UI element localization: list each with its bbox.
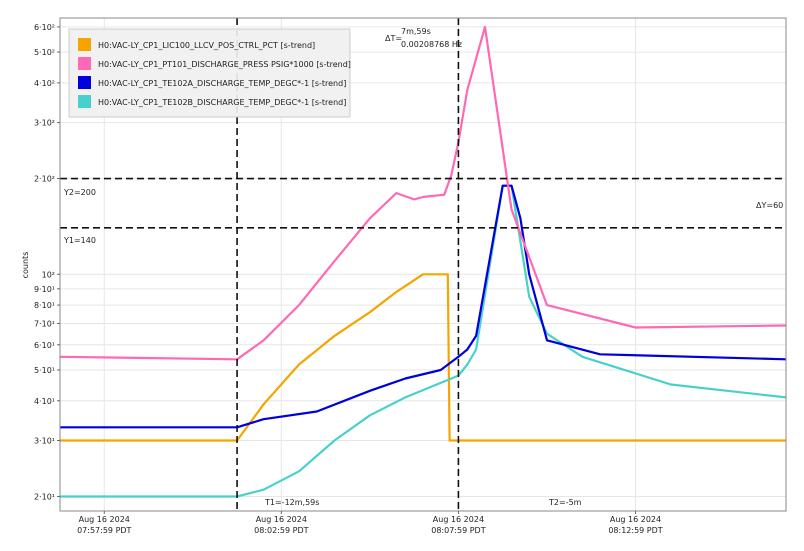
y-axis-label: counts [21, 252, 30, 279]
y-tick-label: 6·10² [34, 23, 55, 32]
legend-swatch-liquid-level [78, 38, 91, 51]
x-tick-label-time: 08:12:59 PDT [608, 526, 662, 535]
cursor-t2-label: T2=-5m [548, 498, 582, 507]
delta-t-label: ΔT= [385, 34, 402, 43]
y-tick-label: 5·10² [34, 48, 55, 57]
y-tick-label: 5·10¹ [34, 366, 55, 375]
x-tick-label-date: Aug 16 2024 [79, 515, 130, 524]
cursor-y1-label: Y1=140 [63, 236, 96, 245]
cursor-t1-label: T1=-12m,59s [264, 498, 319, 507]
plot-series [59, 25, 787, 498]
series-line-liquid-level [60, 273, 786, 442]
x-tick-label-time: 08:07:59 PDT [431, 526, 485, 535]
legend-label-liquid-level: H0:VAC-LY_CP1_LIC100_LLCV_POS_CTRL_PCT [… [98, 41, 315, 50]
series-line-temp-b [60, 184, 787, 498]
y-tick-label: 2·10² [34, 175, 55, 184]
y-tick-label: 3·10² [34, 119, 55, 128]
y-tick-label: 4·10¹ [34, 397, 55, 406]
y-axis-ticks: 2·10¹ 3·10¹ 4·10¹ 5·10¹ 6·10¹ 7·10¹ 8·10¹ 9·10¹… [34, 23, 60, 501]
x-tick-label-time: 08:02:59 PDT [254, 526, 308, 535]
y-tick-label: 2·10¹ [34, 492, 55, 501]
legend-label-temp-a: H0:VAC-LY_CP1_TE102A_DISCHARGE_TEMP_DEGC… [98, 79, 346, 88]
x-tick-label-date: Aug 16 2024 [256, 515, 307, 524]
x-axis-ticks: Aug 16 2024 07:57:59 PDT Aug 16 2024 08:02:… [77, 511, 663, 535]
delta-t-frequency: 0.00208768 Hz [401, 40, 462, 49]
legend: H0:VAC-LY_CP1_LIC100_LLCV_POS_CTRL_PCT [… [68, 28, 351, 118]
x-tick-label-time: 07:57:59 PDT [77, 526, 131, 535]
y-tick-label: 8·10¹ [34, 301, 55, 310]
legend-label-temp-b: H0:VAC-LY_CP1_TE102B_DISCHARGE_TEMP_DEGC… [98, 98, 346, 107]
y-tick-label: 9·10¹ [34, 285, 55, 294]
y-tick-label: 7·10¹ [34, 320, 55, 329]
plot-frame [59, 17, 787, 512]
x-tick-label-date: Aug 16 2024 [610, 515, 661, 524]
delta-y-label: ΔY=60 [756, 201, 783, 210]
legend-swatch-temp-b [78, 95, 91, 108]
series-line-discharge-pressure [59, 25, 787, 361]
cursor-y2-label: Y2=200 [63, 188, 96, 197]
legend-swatch-discharge-pressure [78, 57, 91, 70]
y-tick-label: 6·10¹ [34, 341, 55, 350]
delta-t-value: 7m,59s [401, 27, 431, 36]
x-tick-label-date: Aug 16 2024 [433, 515, 484, 524]
series-line-temp-a [60, 184, 787, 429]
y-tick-label: 10² [42, 270, 55, 279]
legend-swatch-temp-a [78, 76, 91, 89]
legend-box [68, 28, 351, 118]
y-tick-label: 4·10² [34, 79, 55, 88]
legend-label-discharge-pressure: H0:VAC-LY_CP1_PT101_DISCHARGE_PRESS PSIG… [98, 60, 351, 69]
y-tick-label: 3·10¹ [34, 436, 55, 445]
